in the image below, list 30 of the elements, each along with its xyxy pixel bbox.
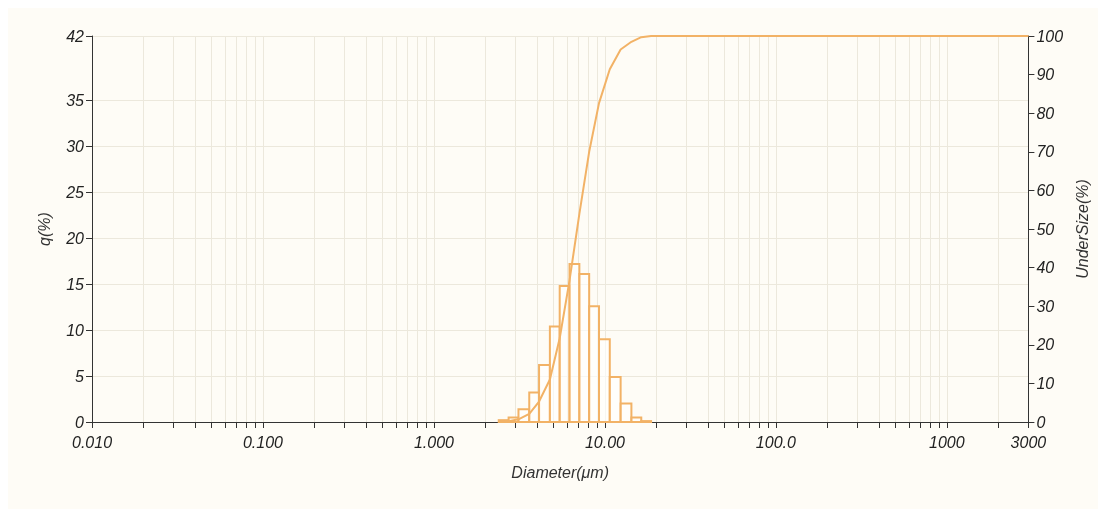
y2-tick-label: 100 bbox=[1036, 27, 1064, 45]
y-tick-label: 15 bbox=[66, 275, 85, 293]
x-tick-label: 3000 bbox=[1010, 433, 1047, 451]
y2-tick-label: 50 bbox=[1036, 220, 1055, 238]
y-tick-label: 5 bbox=[75, 367, 85, 385]
y2-axis-title: UnderSize(%) bbox=[1073, 179, 1091, 279]
x-tick-label: 0.100 bbox=[242, 433, 284, 451]
y-tick-label: 30 bbox=[66, 137, 85, 155]
y2-tick-label: 20 bbox=[1035, 336, 1055, 354]
x-axis-title: Diameter(μm) bbox=[511, 463, 610, 481]
y2-tick-label: 40 bbox=[1036, 259, 1055, 277]
y-tick-label: 20 bbox=[65, 229, 85, 247]
y2-tick-label: 30 bbox=[1036, 297, 1055, 315]
y2-tick-label: 90 bbox=[1036, 66, 1055, 84]
x-tick-label: 10.00 bbox=[584, 433, 626, 451]
x-tick-label: 1000 bbox=[929, 433, 965, 451]
y-tick-label: 25 bbox=[65, 183, 85, 201]
x-tick-label: 100.0 bbox=[755, 433, 796, 451]
y2-tick-label: 10 bbox=[1036, 374, 1055, 392]
y-tick-label: 10 bbox=[66, 321, 85, 339]
y-tick-label: 35 bbox=[66, 91, 85, 109]
y2-tick-label: 70 bbox=[1036, 143, 1055, 161]
y-axis-title: q(%) bbox=[35, 212, 53, 246]
x-tick-label: 1.000 bbox=[413, 433, 455, 451]
y2-tick-label: 60 bbox=[1036, 181, 1055, 199]
y2-tick-label: 0 bbox=[1036, 413, 1046, 431]
y-tick-label: 42 bbox=[66, 27, 85, 45]
x-tick-label: 0.010 bbox=[71, 433, 113, 451]
y-tick-label: 0 bbox=[75, 413, 85, 431]
y2-tick-label: 80 bbox=[1036, 104, 1055, 122]
